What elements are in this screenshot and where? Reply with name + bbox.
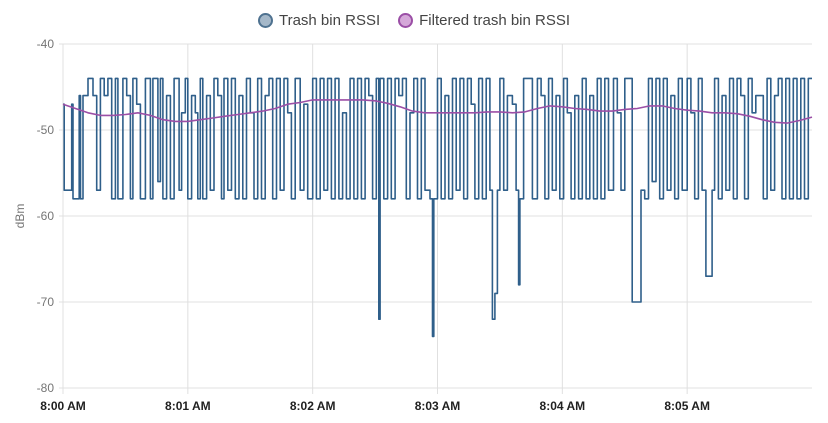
x-tick-label: 8:02 AM <box>290 399 336 413</box>
y-tick-label: -50 <box>37 123 55 137</box>
x-tick-label: 8:01 AM <box>165 399 211 413</box>
legend-label-filtered-trash-bin-rssi: Filtered trash bin RSSI <box>419 11 571 29</box>
legend-label-trash-bin-rssi: Trash bin RSSI <box>278 11 381 29</box>
y-tick-label: -70 <box>37 295 55 309</box>
x-tick-label: 8:03 AM <box>415 399 461 413</box>
y-tick-label: -40 <box>37 37 55 51</box>
y-axis-ticks: -40 -50 -60 -70 -80 <box>37 37 55 395</box>
series-line-filtered-trash-bin-rssi <box>62 99 813 124</box>
x-tick-label: 8:00 AM <box>40 399 86 413</box>
legend-swatch-trash-bin-rssi <box>257 12 273 28</box>
legend-item-filtered-trash-bin-rssi[interactable]: Filtered trash bin RSSI <box>398 12 570 29</box>
y-tick-label: -60 <box>37 209 55 223</box>
x-tick-label: 8:04 AM <box>540 399 586 413</box>
legend-swatch-filtered-trash-bin-rssi <box>398 12 414 28</box>
x-tick-label: 8:05 AM <box>664 399 710 413</box>
legend: Trash bin RSSI Filtered trash bin RSSI <box>0 8 828 32</box>
series-layer <box>62 77 813 338</box>
y-tick-label: -80 <box>37 381 55 395</box>
legend-item-trash-bin-rssi[interactable]: Trash bin RSSI <box>257 11 381 29</box>
y-axis-title: dBm <box>13 204 27 229</box>
series-line-trash-bin-rssi <box>63 77 812 338</box>
x-axis-ticks: 8:00 AM 8:01 AM 8:02 AM 8:03 AM 8:04 AM 8:05 … <box>40 399 710 413</box>
